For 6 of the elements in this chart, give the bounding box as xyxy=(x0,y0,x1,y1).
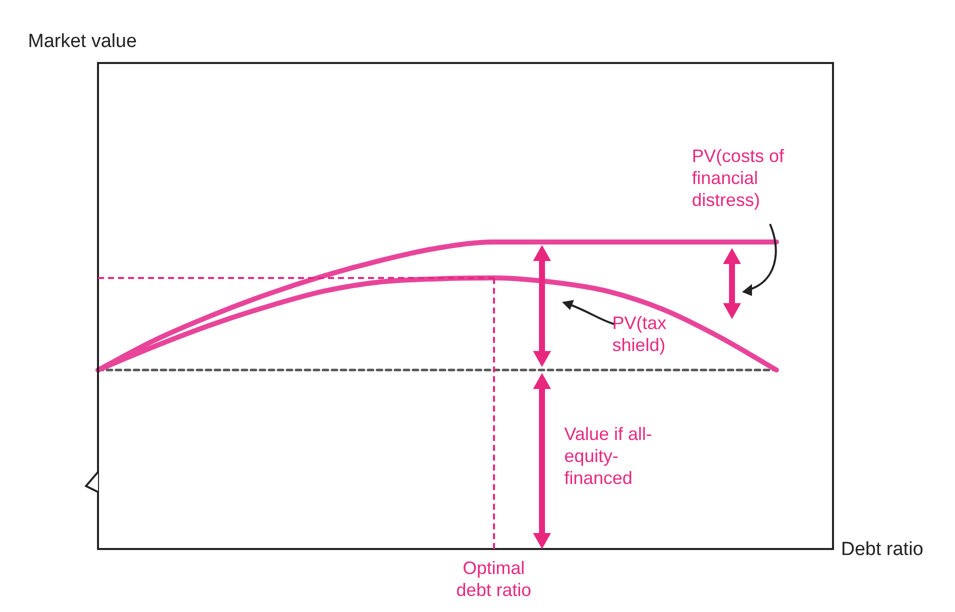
text: Optimal debt ratio xyxy=(455,557,532,601)
text: PV(costs of financial distress) xyxy=(692,145,785,211)
text: Market value xyxy=(28,31,137,53)
annotation: PV(tax shield) xyxy=(612,312,668,356)
annotation: Value if all-equity-financed xyxy=(564,423,654,489)
x-axis-title: Debt ratio xyxy=(841,539,924,561)
